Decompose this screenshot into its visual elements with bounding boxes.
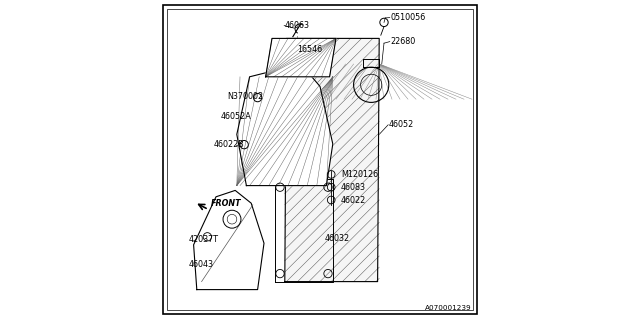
Text: N370002: N370002 [227, 92, 263, 100]
Text: 46032: 46032 [325, 234, 350, 243]
Polygon shape [193, 190, 264, 290]
Text: M120126: M120126 [340, 170, 378, 179]
Text: 46043: 46043 [189, 260, 214, 269]
Text: 16546: 16546 [298, 45, 323, 54]
Text: 46022B: 46022B [214, 140, 244, 148]
Polygon shape [266, 38, 336, 77]
Text: 42037T: 42037T [189, 235, 219, 244]
Text: A070001239: A070001239 [426, 305, 472, 311]
Text: 46083: 46083 [340, 183, 366, 192]
Text: 46052A: 46052A [221, 112, 252, 121]
Text: 46052: 46052 [388, 120, 414, 129]
Polygon shape [285, 38, 380, 282]
Text: FRONT: FRONT [211, 199, 242, 208]
Text: 46063: 46063 [285, 21, 310, 30]
Polygon shape [237, 64, 333, 186]
Text: 46022: 46022 [340, 196, 366, 204]
Text: 22680: 22680 [390, 37, 415, 46]
Text: 0510056: 0510056 [390, 13, 426, 22]
